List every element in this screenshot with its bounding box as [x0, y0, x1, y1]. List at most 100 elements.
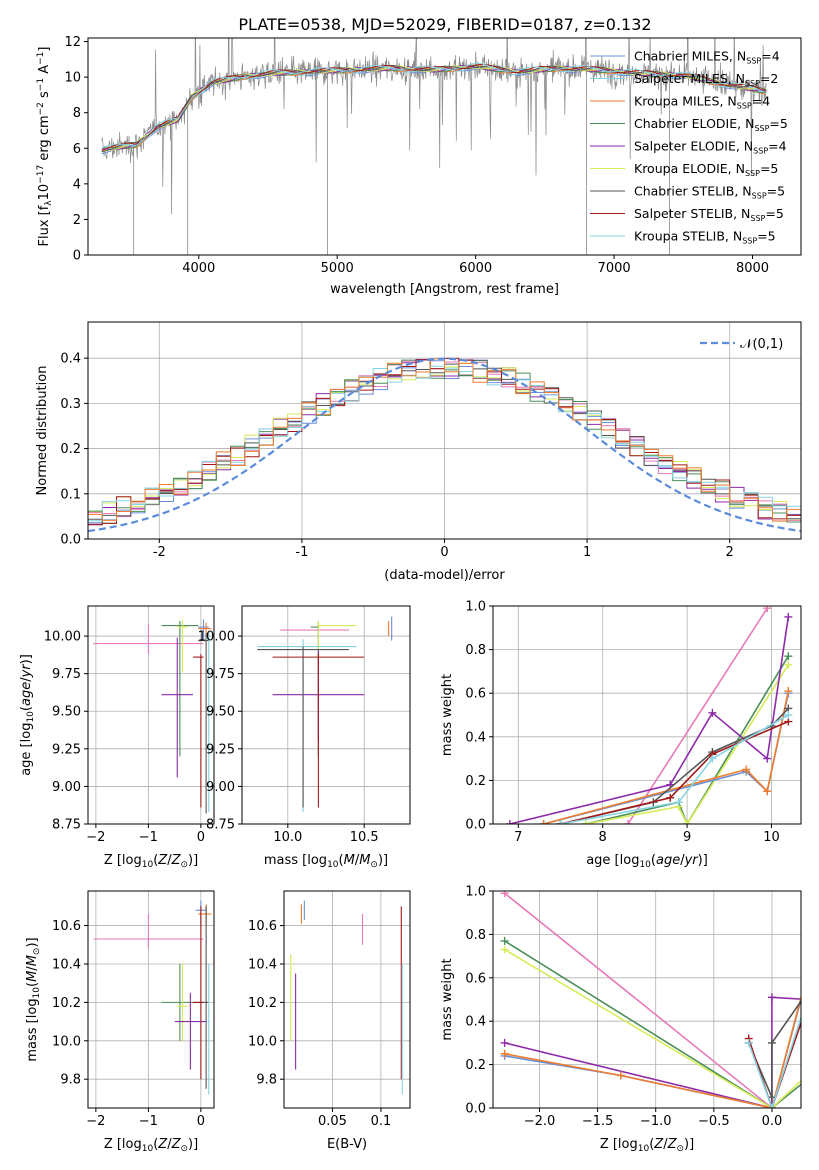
- axes-frame: [492, 605, 802, 825]
- y-tick-label: 0.0: [60, 533, 81, 548]
- weight-marker: [674, 798, 683, 807]
- weight-marker: [539, 820, 548, 824]
- y-tick-label: 0.3: [60, 397, 81, 412]
- x-axis-label: Z [log10(Z/Z⊙)]: [600, 1137, 694, 1154]
- gaussian-reference-curve: [88, 357, 801, 533]
- y-tick-label: 10.00: [198, 630, 235, 645]
- weight-series-chabrier-stelib: [747, 999, 801, 1098]
- y-tick-label: 0.0: [465, 1102, 486, 1117]
- axes-frame: [87, 605, 215, 825]
- weight-marker: [763, 606, 772, 613]
- x-tick-label: 10.5: [350, 830, 379, 845]
- weight-marker: [784, 687, 793, 696]
- x-tick-label: −1: [139, 830, 158, 845]
- plot-area-mass_vs_Z: [93, 900, 212, 1095]
- x-tick-label: −1: [139, 1114, 158, 1129]
- y-axis-label: mass [log10(M/M⊙)]: [25, 937, 42, 1061]
- legend-label: Chabrier ELODIE, NSSP=5: [634, 116, 788, 133]
- y-tick-label: 0.6: [465, 687, 486, 702]
- weight-marker: [803, 989, 811, 997]
- panel-mass_weight_vs_age: 7 8 9 10 0.0 0.2 0.4 0.6 0.8 1.0 mass weight age [l…: [440, 600, 802, 870]
- y-axis-label: mass weight: [440, 674, 455, 756]
- weight-marker: [784, 711, 793, 719]
- y-tick-label: 10.0: [248, 1034, 277, 1049]
- y-tick-label: 0.4: [465, 1015, 486, 1030]
- legend-label: Salpeter MILES, NSSP=2: [634, 71, 778, 88]
- y-tick-label: 0.8: [465, 643, 486, 658]
- residual-histogram-step: [88, 358, 801, 522]
- weight-marker: [500, 945, 509, 954]
- weight-marker: [803, 974, 811, 982]
- y-tick-label: 10.2: [52, 996, 81, 1011]
- weight-marker: [500, 891, 509, 898]
- x-tick-label: 0.05: [318, 1114, 347, 1129]
- y-tick-label: 10.6: [52, 919, 81, 934]
- legend-label: Salpeter ELODIE, NSSP=4: [634, 139, 787, 156]
- plot-area-mass_weight_vs_age: [505, 606, 793, 824]
- y-tick-label: 0.4: [60, 352, 81, 367]
- observed-spectrum-line: [101, 38, 767, 215]
- x-tick-label: −1.5: [582, 1114, 614, 1129]
- x-tick-label: 2: [726, 545, 734, 560]
- y-tick-label: 10: [64, 71, 81, 86]
- weight-marker: [803, 1002, 811, 1010]
- weight-marker: [767, 993, 776, 1002]
- plot-area-age_vs_mass: [257, 616, 393, 812]
- figure-title: PLATE=0538, MJD=52029, FIBERID=0187, z=0…: [238, 15, 651, 34]
- y-tick-label: 10.0: [52, 1034, 81, 1049]
- y-tick-label: 9.50: [206, 705, 235, 720]
- x-tick-label: 7: [514, 830, 522, 845]
- y-tick-label: 9.00: [52, 780, 81, 795]
- weight-marker: [556, 820, 565, 824]
- y-tick-label: 10.00: [44, 630, 81, 645]
- y-tick-label: 9.8: [60, 1073, 81, 1088]
- panel-spectrum: 4000 5000 6000 7000 8000 0 2 4 6 8 10 12 wavelength …: [36, 35, 802, 297]
- weight-series-kroupa-elodie: [504, 948, 801, 1108]
- legend-label: Kroupa ELODIE, NSSP=5: [634, 161, 778, 178]
- weight-marker: [803, 972, 811, 980]
- axes-frame: [87, 890, 215, 1109]
- x-axis-label: age [log10(age/yr)]: [586, 853, 708, 870]
- x-tick-label: 8: [599, 830, 607, 845]
- weight-marker: [683, 820, 692, 824]
- plot-area-spectrum: [101, 38, 767, 255]
- x-tick-label: −0.5: [698, 1114, 730, 1129]
- weight-series-kroupa-miles: [543, 690, 790, 824]
- x-axis-label: Z [log10(Z/Z⊙)]: [104, 1137, 198, 1154]
- y-tick-label: 0.8: [465, 928, 486, 943]
- axes-frame: [492, 890, 802, 1109]
- x-tick-label: -1: [295, 545, 308, 560]
- x-tick-label: −2: [86, 830, 105, 845]
- x-axis-label: Z [log10(Z/Z⊙)]: [104, 853, 198, 870]
- y-tick-label: 1.0: [465, 885, 486, 900]
- x-tick-label: 0: [197, 830, 205, 845]
- x-tick-label: 5000: [321, 261, 354, 276]
- y-axis-label: Flux [fλ10−17 erg cm−2 s−1 A−1]: [36, 47, 54, 247]
- plot-area-age_vs_Z: [93, 619, 212, 814]
- x-tick-label: 10: [763, 830, 780, 845]
- x-tick-label: 0.1: [371, 1114, 392, 1129]
- y-tick-label: 8.75: [52, 818, 81, 833]
- panel-residuals: -2 -1 0 1 2 0.0 0.1 0.2 0.3 0.4 (data-model)/error…: [35, 321, 802, 583]
- legend-label: 𝒩(0,1): [740, 337, 783, 352]
- plot-area-residuals: [88, 357, 801, 533]
- x-tick-label: 0: [440, 545, 448, 560]
- panel-mass_vs_EBV: 0.05 0.1 9.8 10.0 10.2 10.4 10.6 E(B-V): [248, 890, 411, 1152]
- panel-mass_weight_vs_Z: −2.0 −1.5 −1.0 −0.5 0.0 0.0 0.2 0.4 0.6 0.8 1.0 mas…: [440, 885, 811, 1154]
- x-tick-label: 1: [583, 545, 591, 560]
- weight-marker: [803, 996, 811, 1004]
- y-tick-label: 0.2: [465, 774, 486, 789]
- weight-marker: [763, 754, 772, 763]
- x-axis-label: (data-model)/error: [384, 568, 505, 583]
- x-tick-label: 6000: [459, 261, 492, 276]
- axes-frame: [283, 890, 411, 1109]
- y-tick-label: 0.4: [465, 730, 486, 745]
- panel-age_vs_Z: −2 −1 0 8.75 9.00 9.25 9.50 9.75 10.00 Z [log10(Z…: [19, 605, 215, 870]
- x-tick-label: −1.0: [640, 1114, 672, 1129]
- weight-marker: [767, 1038, 776, 1047]
- panel-mass_vs_Z: −2 −1 0 9.8 10.0 10.2 10.4 10.6 Z [log10(Z/Z⊙)] m…: [25, 890, 215, 1154]
- axes-frame: [87, 37, 802, 256]
- model-spectrum-salpeter-stelib: [101, 64, 767, 152]
- weight-marker: [624, 820, 633, 824]
- x-tick-label: 9: [683, 830, 691, 845]
